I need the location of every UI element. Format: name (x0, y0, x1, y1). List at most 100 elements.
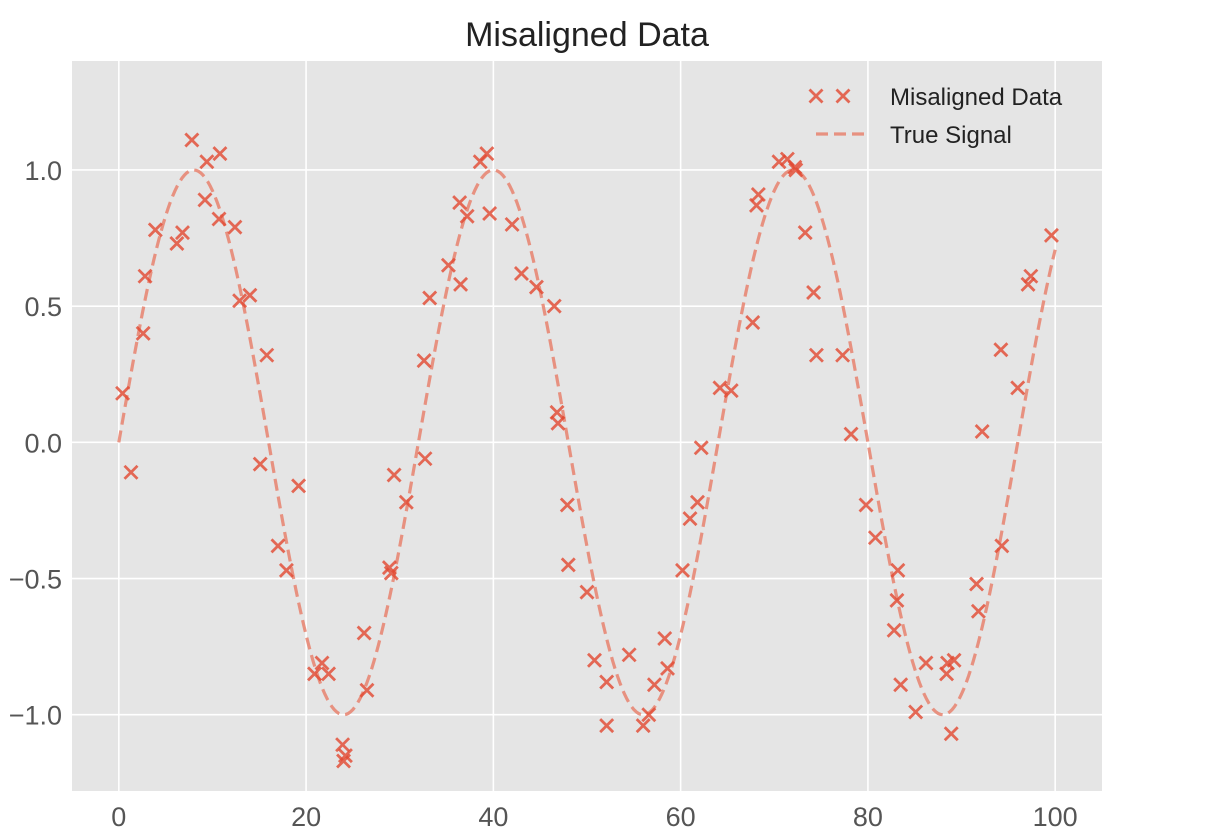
grid-lines (72, 61, 1102, 791)
data-point (835, 347, 851, 363)
data-point (417, 451, 433, 467)
data-point (974, 423, 990, 439)
data-point (893, 677, 909, 693)
y-tick-label: 1.0 (24, 156, 62, 186)
legend-label-true-signal: True Signal (890, 122, 1012, 149)
data-point (1043, 227, 1059, 243)
data-point (693, 440, 709, 456)
y-tick-label: −0.5 (9, 565, 62, 595)
x-tick-label: 80 (853, 802, 883, 832)
data-point (135, 325, 151, 341)
data-point (197, 192, 213, 208)
data-point (453, 276, 469, 292)
x-tick-label: 60 (666, 802, 696, 832)
data-point (482, 206, 498, 222)
data-point (232, 293, 248, 309)
data-point (199, 154, 215, 170)
data-point (270, 538, 286, 554)
x-tick-label: 100 (1033, 802, 1078, 832)
data-point (528, 279, 544, 295)
data-point (252, 456, 268, 472)
data-point (690, 494, 705, 510)
data-point (227, 219, 243, 235)
data-point (459, 208, 475, 224)
true-signal-line (117, 168, 1057, 717)
data-point (504, 216, 520, 232)
data-point (599, 674, 615, 690)
data-point (969, 576, 985, 592)
data-point (307, 666, 323, 682)
data-point (889, 592, 905, 608)
data-point (886, 622, 902, 638)
legend-marker-misaligned-data (808, 88, 851, 104)
data-point (908, 704, 924, 720)
legend: Misaligned Data True Signal (808, 84, 1063, 149)
data-point (599, 718, 615, 734)
x-tick-label: 0 (111, 802, 126, 832)
data-point (440, 257, 456, 273)
data-point (1010, 380, 1026, 396)
data-point (621, 647, 637, 663)
data-point (479, 146, 495, 162)
data-point (806, 285, 822, 301)
data-point (383, 565, 399, 581)
legend-x-marker (835, 88, 851, 104)
data-point (808, 347, 824, 363)
y-tick-labels: −1.0 −0.5 0.0 0.5 1.0 (9, 156, 62, 731)
data-point (771, 154, 787, 170)
data-point (115, 385, 131, 401)
data-point (137, 268, 153, 284)
legend-x-marker (808, 88, 824, 104)
data-point (335, 737, 351, 753)
data-point (750, 186, 766, 202)
data-point (646, 677, 662, 693)
data-point (946, 652, 962, 668)
true-signal-series (117, 168, 1057, 717)
data-point (660, 660, 676, 676)
data-point (169, 236, 185, 251)
data-point (788, 162, 804, 178)
data-point (843, 426, 859, 442)
data-point (123, 464, 139, 480)
data-point (587, 652, 602, 668)
data-point (994, 538, 1010, 554)
data-point (560, 557, 576, 573)
y-tick-label: 0.0 (24, 428, 62, 458)
data-point (212, 146, 228, 162)
x-tick-label: 40 (478, 802, 508, 832)
data-point (259, 347, 275, 363)
chart-title: Misaligned Data (465, 16, 709, 54)
data-point (356, 625, 372, 641)
data-point (579, 584, 595, 600)
data-point (416, 353, 432, 369)
data-point (211, 211, 227, 227)
y-tick-label: 0.5 (24, 292, 62, 322)
data-point (1023, 268, 1039, 284)
data-point (337, 748, 353, 764)
data-point (723, 383, 739, 399)
data-point (970, 603, 986, 619)
plot-area (72, 61, 1102, 791)
data-point (675, 562, 690, 578)
data-point (712, 380, 728, 396)
data-point (745, 315, 761, 330)
data-point (242, 287, 258, 303)
data-point (398, 494, 414, 510)
data-point (452, 195, 468, 211)
data-point (184, 132, 200, 148)
x-tick-labels: 0 20 40 60 80 100 (111, 802, 1077, 832)
data-point (993, 342, 1009, 358)
data-point (546, 298, 562, 314)
data-point (797, 225, 813, 241)
misaligned-data-series (115, 132, 1059, 769)
data-point (359, 682, 375, 698)
data-point (858, 497, 874, 513)
data-point (321, 666, 337, 682)
data-point (682, 511, 698, 527)
data-point (918, 655, 934, 671)
data-point (278, 562, 294, 578)
data-point (291, 478, 307, 494)
data-point (175, 225, 190, 241)
data-point (422, 290, 438, 306)
